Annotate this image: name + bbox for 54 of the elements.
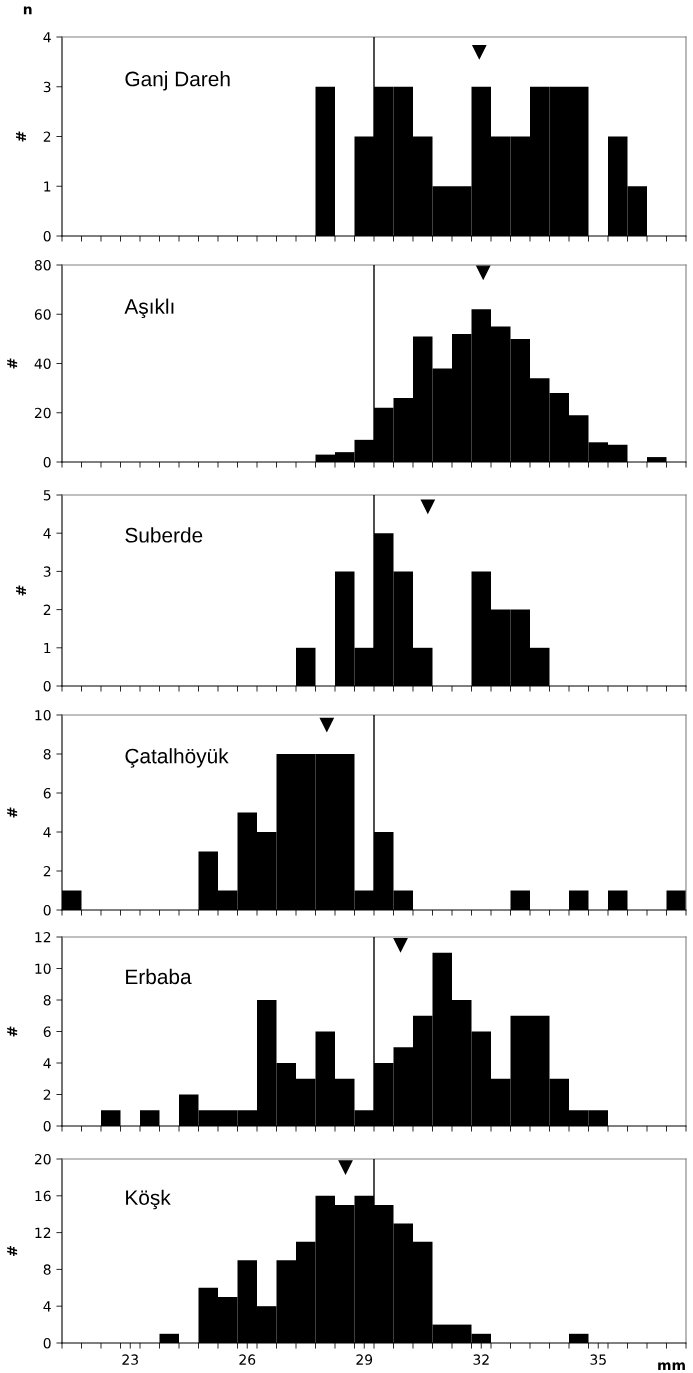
x-tick-label: 23 <box>122 1354 138 1365</box>
y-tick-label: 2 <box>43 131 51 142</box>
text: Ganj Dareh <box>125 71 230 91</box>
y-tick-label: 3 <box>43 566 51 577</box>
y-tick-label: 4 <box>43 1058 51 1069</box>
text: Erbaba <box>126 968 192 985</box>
y-tick-label: 4 <box>43 827 51 838</box>
y-axis-title: # <box>7 1246 18 1256</box>
y-tick-label: 2 <box>43 865 51 877</box>
y-tick-label: 5 <box>43 490 51 501</box>
y-tick-label: 6 <box>43 787 51 799</box>
x-tick-label: 29 <box>356 1354 373 1365</box>
y-tick-label: 1 <box>44 642 51 654</box>
y-tick-label: 0 <box>43 230 51 242</box>
y-tick-label: 0 <box>43 1337 51 1349</box>
y-tick-label: 3 <box>43 81 51 93</box>
x-tick-label: 35 <box>590 1354 606 1365</box>
y-tick-label: 80 <box>34 259 51 271</box>
x-axis-title: mm <box>658 1362 685 1371</box>
y-axis-title: # <box>7 1026 18 1037</box>
y-tick-label: 0 <box>43 680 51 692</box>
text: Çatalhöyük <box>125 748 229 768</box>
y-tick-label: 4 <box>43 32 51 43</box>
y-tick-label: 20 <box>34 407 51 419</box>
y-tick-label: 10 <box>35 963 51 974</box>
y-tick-label: 0 <box>43 456 51 468</box>
x-tick-label: 26 <box>239 1354 256 1365</box>
y-tick-label: 2 <box>43 604 51 615</box>
y-tick-label: 4 <box>43 528 51 539</box>
text: n <box>23 6 32 15</box>
y-tick-label: 4 <box>43 1301 51 1312</box>
y-tick-label: 60 <box>34 309 51 320</box>
y-tick-label: 6 <box>43 1026 51 1037</box>
y-axis-title: # <box>16 131 26 142</box>
y-tick-label: 8 <box>43 1264 51 1275</box>
text: Köşk <box>126 1189 171 1210</box>
x-tick-label: 32 <box>473 1354 489 1365</box>
text: Suberde <box>125 527 203 543</box>
y-axis-title: # <box>7 807 18 818</box>
text: Aşıklı <box>124 298 174 319</box>
y-tick-label: 12 <box>35 1227 51 1238</box>
y-tick-label: 0 <box>43 904 51 916</box>
y-axis-title: # <box>7 358 18 369</box>
y-tick-label: 20 <box>34 1153 51 1165</box>
y-tick-label: 12 <box>35 931 51 943</box>
y-tick-label: 2 <box>43 1089 51 1100</box>
y-tick-label: 16 <box>35 1190 51 1202</box>
y-axis-title: # <box>16 585 26 596</box>
y-tick-label: 0 <box>43 1120 51 1132</box>
y-tick-label: 10 <box>35 709 51 721</box>
y-tick-label: 8 <box>43 994 51 1006</box>
y-tick-label: 8 <box>43 748 51 760</box>
y-tick-label: 1 <box>44 181 51 192</box>
y-tick-label: 40 <box>34 358 51 369</box>
